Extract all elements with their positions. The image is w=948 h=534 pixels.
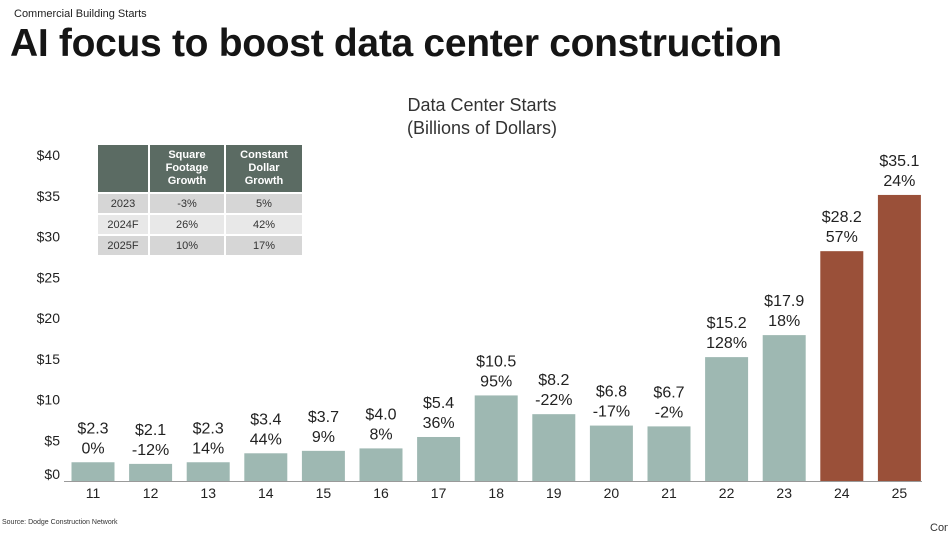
growth-table-cell: 2024F	[98, 213, 150, 235]
bar-growth-label: 0%	[81, 440, 104, 457]
growth-table-cell: 2025F	[98, 234, 150, 255]
bar-value-label: $8.2	[538, 372, 569, 389]
bar-value-label: $28.2	[822, 209, 862, 226]
x-tick-label: 20	[604, 485, 620, 501]
x-tick-label: 25	[892, 485, 908, 501]
x-tick-label: 14	[258, 485, 274, 501]
y-tick-label: $25	[37, 269, 61, 285]
bar-growth-label: 95%	[480, 373, 512, 390]
bar-value-label: $35.1	[879, 153, 919, 170]
growth-table-header-cell	[98, 145, 150, 193]
chart-subtitle: (Billions of Dollars)	[407, 118, 557, 138]
y-tick-label: $30	[37, 229, 61, 245]
x-tick-label: 11	[86, 485, 101, 501]
bar-growth-label: 24%	[883, 173, 915, 190]
bar-value-label: $6.8	[596, 384, 627, 401]
x-tick-label: 21	[661, 485, 677, 501]
bar	[417, 436, 461, 481]
y-tick-label: $35	[37, 188, 61, 204]
growth-table-row: 2025F 10% 17%	[98, 234, 302, 255]
bar	[705, 357, 749, 481]
bar	[762, 335, 806, 481]
x-tick-label: 15	[316, 485, 332, 501]
bar	[186, 462, 230, 481]
x-tick-label: 23	[776, 485, 792, 501]
x-tick-label: 12	[143, 485, 159, 501]
bar	[359, 448, 403, 481]
growth-table-cell: 5%	[225, 192, 302, 214]
growth-table: Square Footage Growth Constant Dollar Gr…	[98, 145, 302, 255]
y-axis: $0 $5 $10 $15 $20 $25 $30 $35 $40	[37, 147, 61, 482]
y-tick-label: $40	[37, 147, 61, 163]
growth-table-cell: -3%	[149, 192, 226, 214]
source-note: Source: Dodge Construction Network	[2, 519, 118, 526]
x-tick-label: 13	[200, 485, 216, 501]
bar-value-label: $6.7	[653, 384, 684, 401]
growth-table-cell: 26%	[149, 213, 226, 235]
growth-table-header-cell: Square Footage Growth	[149, 145, 226, 193]
page-headline: AI focus to boost data center constructi…	[10, 22, 782, 65]
bar-value-label: $17.9	[764, 293, 804, 310]
bar-value-label: $10.5	[476, 353, 516, 370]
bar-growth-label: -22%	[535, 392, 572, 409]
chart-title: Data Center Starts	[407, 95, 556, 115]
growth-table-header: Square Footage Growth Constant Dollar Gr…	[98, 145, 302, 193]
growth-table-cell: 2023	[98, 192, 150, 214]
bar	[877, 194, 921, 481]
bar-growth-label: -12%	[132, 442, 169, 459]
kicker-text: Commercial Building Starts	[14, 8, 147, 20]
y-tick-label: $20	[37, 310, 61, 326]
bar-growth-label: 44%	[250, 431, 282, 448]
x-tick-label: 17	[431, 485, 447, 501]
bar-growth-label: 9%	[312, 429, 335, 446]
bar	[820, 251, 864, 481]
bar-value-label: $2.3	[77, 420, 108, 437]
edge-text: Con	[930, 522, 948, 534]
bar-value-label: $3.4	[250, 411, 281, 428]
bar	[244, 453, 288, 481]
bar-growth-label: 8%	[369, 426, 392, 443]
x-tick-label: 24	[834, 485, 850, 501]
growth-table-header-cell: Constant Dollar Growth	[225, 145, 302, 193]
bar-value-label: $15.2	[707, 315, 747, 332]
bar-growth-label: -2%	[655, 404, 683, 421]
x-tick-label: 16	[373, 485, 389, 501]
bar-growth-label: -17%	[593, 404, 630, 421]
bar-value-label: $2.3	[193, 420, 224, 437]
bar-growth-label: 128%	[706, 335, 747, 352]
bar	[647, 426, 691, 481]
bar	[129, 463, 173, 481]
bar	[532, 414, 576, 481]
x-tick-label: 19	[546, 485, 562, 501]
bar	[589, 425, 633, 481]
growth-table-cell: 17%	[225, 234, 302, 255]
y-tick-label: $10	[37, 392, 61, 408]
bar-value-label: $4.0	[365, 406, 396, 423]
growth-table-row: 2023 -3% 5%	[98, 192, 302, 214]
bar-value-label: $5.4	[423, 395, 454, 412]
bar-value-label: $2.1	[135, 422, 166, 439]
y-tick-label: $5	[44, 432, 60, 448]
bar-growth-label: 36%	[423, 415, 455, 432]
bar-growth-label: 57%	[826, 229, 858, 246]
y-tick-label: $0	[44, 466, 60, 482]
growth-table-cell: 42%	[225, 213, 302, 235]
growth-table-cell: 10%	[149, 234, 226, 255]
bars-group: $2.3 0% $2.1 -12% $2.3 14% $3.4 44% $3.7 9% $4.0 8%…	[71, 153, 921, 481]
x-axis: 11 12 13 14 15 16 17 18 19 20 21 22 23 24 25	[64, 481, 922, 501]
growth-table-row: 2024F 26% 42%	[98, 213, 302, 235]
bar	[301, 450, 345, 481]
x-tick-label: 22	[719, 485, 735, 501]
bar-growth-label: 14%	[192, 440, 224, 457]
bar-value-label: $3.7	[308, 409, 339, 426]
bar	[71, 462, 115, 481]
x-tick-label: 18	[488, 485, 504, 501]
bar	[474, 395, 518, 481]
bar-growth-label: 18%	[768, 313, 800, 330]
y-tick-label: $15	[37, 351, 61, 367]
